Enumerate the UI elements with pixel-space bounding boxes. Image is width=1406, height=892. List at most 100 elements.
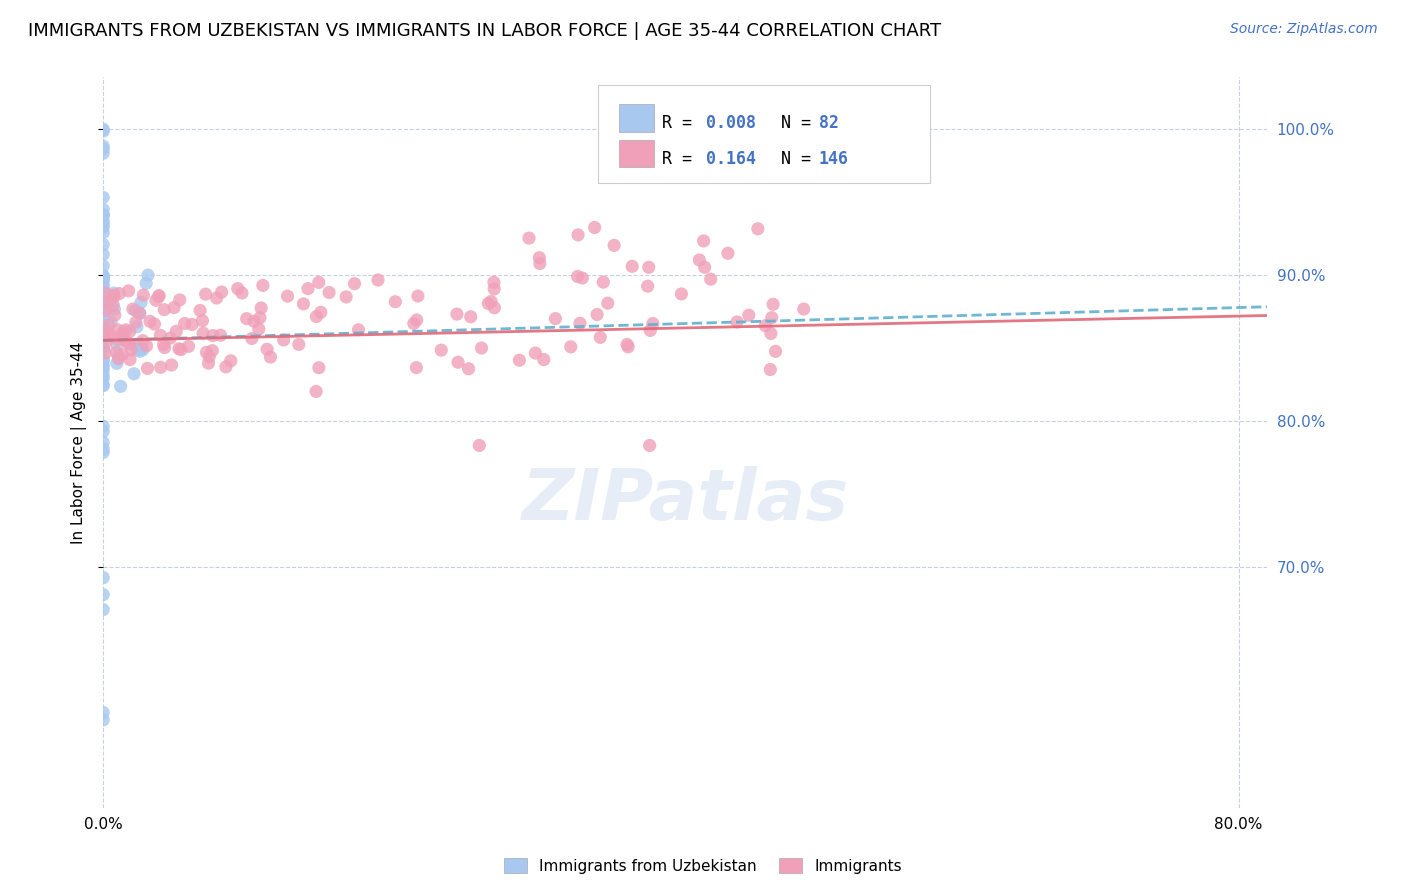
Point	[91, 286, 114, 301]
Point	[91, 190, 114, 204]
Text: ZIPatlas: ZIPatlas	[522, 467, 849, 535]
Point	[91, 291, 114, 305]
Point	[91, 270, 114, 285]
Point	[91, 571, 114, 585]
Point	[91, 202, 114, 217]
Point	[305, 384, 328, 399]
Point	[100, 329, 122, 343]
Point	[256, 343, 278, 357]
Point	[91, 294, 114, 309]
Point	[91, 378, 114, 392]
Point	[759, 362, 782, 376]
Point	[117, 284, 139, 298]
Point	[152, 337, 174, 351]
Point	[308, 360, 330, 375]
Point	[124, 338, 146, 352]
Point	[91, 318, 114, 332]
Point	[569, 316, 592, 330]
Point	[98, 328, 121, 343]
Point	[699, 272, 721, 286]
Point	[197, 356, 219, 370]
Point	[470, 341, 492, 355]
Point	[148, 288, 170, 302]
Point	[170, 343, 193, 357]
Point	[128, 306, 150, 320]
Point	[91, 713, 114, 727]
Point	[276, 289, 298, 303]
Point	[235, 311, 257, 326]
Point	[105, 356, 128, 370]
Point	[91, 419, 114, 434]
Point	[596, 296, 619, 310]
Point	[108, 286, 131, 301]
Point	[508, 353, 530, 368]
Point	[524, 346, 547, 360]
Text: 82: 82	[818, 114, 839, 132]
Point	[122, 367, 145, 381]
Point	[457, 361, 479, 376]
FancyBboxPatch shape	[598, 85, 929, 184]
Point	[91, 142, 114, 156]
Point	[112, 325, 135, 339]
Point	[91, 359, 114, 374]
Point	[181, 318, 204, 332]
Point	[247, 322, 270, 336]
Point	[107, 323, 129, 337]
Point	[793, 301, 815, 316]
Point	[91, 219, 114, 234]
Point	[250, 301, 273, 315]
Point	[484, 301, 506, 315]
Point	[165, 324, 187, 338]
Text: 0.008: 0.008	[706, 114, 756, 132]
Point	[305, 310, 328, 324]
Point	[544, 311, 567, 326]
Text: Source: ZipAtlas.com: Source: ZipAtlas.com	[1230, 22, 1378, 37]
Point	[194, 287, 217, 301]
Point	[252, 278, 274, 293]
Point	[91, 371, 114, 385]
Point	[91, 363, 114, 377]
Point	[482, 275, 505, 289]
Point	[91, 313, 114, 327]
Point	[91, 342, 114, 356]
Point	[747, 221, 769, 235]
Point	[115, 323, 138, 337]
FancyBboxPatch shape	[619, 104, 654, 132]
Point	[447, 355, 470, 369]
Point	[135, 339, 157, 353]
Point	[725, 315, 748, 329]
Point	[129, 344, 152, 359]
Point	[112, 333, 135, 347]
Point	[91, 214, 114, 228]
Point	[91, 353, 114, 368]
Point	[637, 260, 659, 275]
Text: 0.164: 0.164	[706, 150, 756, 169]
Text: IMMIGRANTS FROM UZBEKISTAN VS IMMIGRANTS IN LABOR FORCE | AGE 35-44 CORRELATION : IMMIGRANTS FROM UZBEKISTAN VS IMMIGRANTS…	[28, 22, 941, 40]
Text: N =: N =	[761, 114, 821, 132]
Point	[104, 308, 127, 322]
Point	[91, 247, 114, 261]
Point	[97, 295, 120, 310]
Point	[91, 268, 114, 283]
Point	[309, 305, 332, 319]
Text: R =: R =	[662, 114, 702, 132]
Point	[205, 291, 228, 305]
Point	[143, 317, 166, 331]
Point	[335, 290, 357, 304]
Point	[641, 317, 664, 331]
Point	[149, 360, 172, 375]
Point	[405, 360, 427, 375]
Point	[211, 285, 233, 299]
Point	[153, 341, 176, 355]
Point	[91, 285, 114, 299]
Point	[100, 315, 122, 329]
Point	[343, 277, 366, 291]
Point	[560, 340, 582, 354]
Point	[231, 285, 253, 300]
Point	[132, 288, 155, 302]
Point	[240, 331, 263, 345]
Point	[103, 288, 125, 302]
Point	[762, 297, 785, 311]
Point	[91, 425, 114, 439]
Point	[159, 331, 181, 345]
